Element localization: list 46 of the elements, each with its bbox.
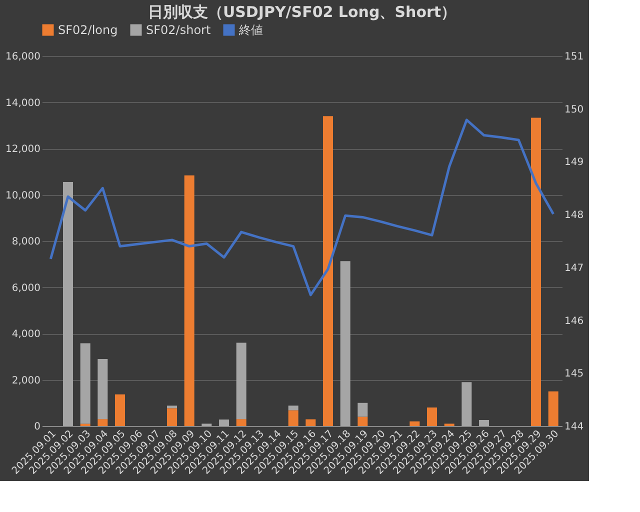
bar — [219, 420, 229, 426]
y-tick-label: 4,000 — [12, 329, 40, 340]
bar — [462, 382, 472, 426]
bar — [167, 406, 177, 408]
bar — [236, 342, 246, 420]
bar — [340, 261, 350, 426]
y-tick-label: 2,000 — [12, 375, 40, 386]
y2-tick-label: 144 — [564, 422, 584, 432]
line-series — [49, 118, 555, 296]
y2-tick-label: 150 — [564, 104, 584, 116]
legend-label: SF02/short — [146, 23, 211, 37]
bar — [358, 402, 368, 417]
bar — [479, 420, 489, 426]
bar — [63, 182, 73, 426]
y-tick-label: 0 — [34, 422, 40, 432]
y-tick-label: 16,000 — [6, 52, 40, 62]
y-tick-label: 6,000 — [12, 282, 40, 294]
y2-tick-label: 148 — [564, 210, 584, 222]
bar — [358, 416, 368, 426]
legend-label: SF02/long — [58, 23, 118, 37]
y2-tick-label: 149 — [564, 157, 584, 168]
y-tick-label: 14,000 — [6, 98, 40, 109]
bar — [548, 391, 558, 426]
y2-tick-label: 146 — [564, 316, 584, 327]
bar — [98, 419, 108, 426]
y2-tick-label: 147 — [564, 262, 584, 274]
y2-tick-label: 145 — [564, 368, 584, 380]
chart-title: 日別収支（USDJPY/SF02 Long、Short） — [148, 3, 456, 21]
bar — [427, 408, 437, 426]
y-tick-label: 12,000 — [6, 144, 40, 155]
bar — [288, 406, 298, 410]
legend-label: 終値 — [238, 23, 263, 37]
bar — [98, 358, 108, 420]
bar — [410, 421, 420, 426]
bar — [323, 116, 333, 426]
bar — [236, 419, 246, 426]
bar — [167, 408, 177, 426]
bar — [288, 410, 298, 426]
bar — [184, 175, 194, 426]
bar — [531, 118, 541, 426]
y-tick-label: 8,000 — [12, 236, 40, 248]
y2-tick-label: 151 — [564, 52, 584, 62]
bar — [80, 343, 90, 424]
y-tick-label: 10,000 — [6, 190, 40, 202]
bar — [115, 394, 125, 426]
bar — [306, 419, 316, 426]
